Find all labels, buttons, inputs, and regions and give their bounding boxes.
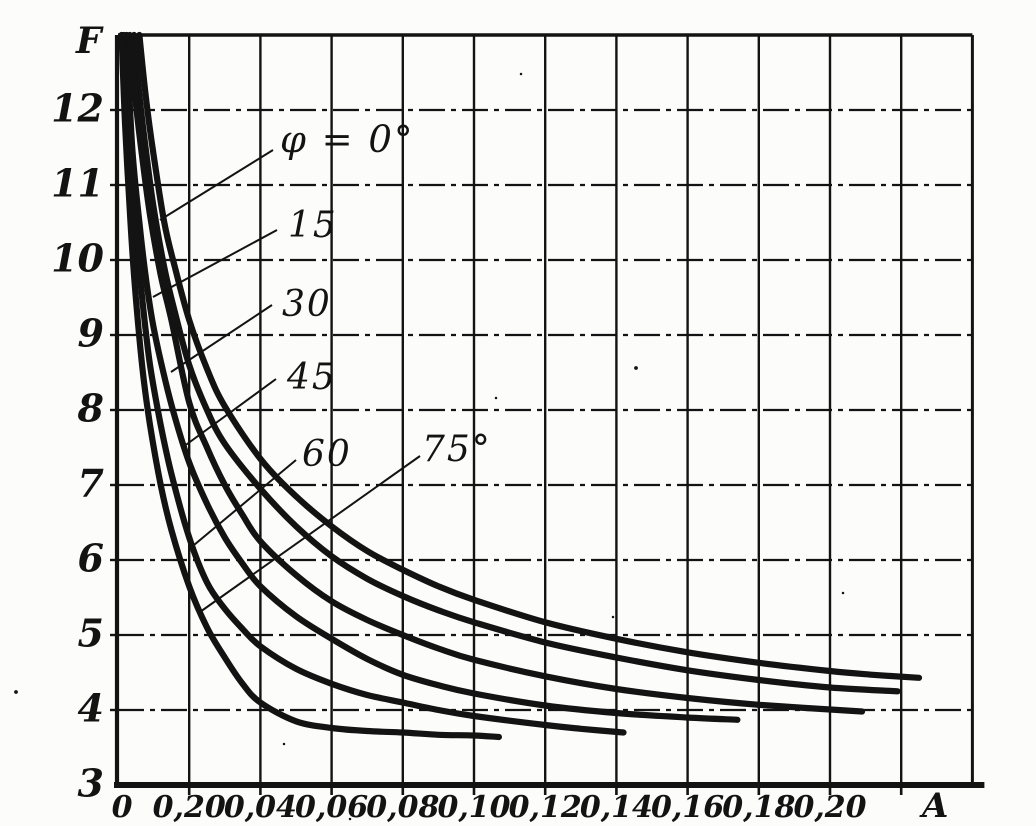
y-tick-label-9: 9 — [77, 310, 104, 356]
scan-speck — [348, 817, 352, 821]
y-tick-label-12: 12 — [51, 85, 104, 131]
leader-line-0 — [159, 149, 274, 221]
y-tick-label-5: 5 — [77, 610, 104, 656]
scan-speck — [841, 591, 845, 595]
leader-line-4 — [193, 459, 297, 546]
x-axis-title: A — [922, 786, 949, 826]
y-tick-label-3: 3 — [77, 760, 104, 806]
scan-speck — [519, 72, 523, 76]
scan-speck — [282, 742, 286, 746]
curve-label-1: 15 — [288, 205, 338, 246]
curve-phi-15 — [130, 31, 901, 695]
curve-label-3: 45 — [286, 357, 337, 398]
scan-speck — [494, 396, 498, 400]
y-tick-label-7: 7 — [77, 460, 104, 506]
curve-label-5: 75° — [422, 429, 492, 470]
scan-speck — [14, 690, 18, 694]
leader-line-1 — [152, 229, 278, 298]
x-tick-label-4: 0,08 — [366, 790, 440, 825]
leader-line-3 — [182, 378, 277, 448]
leader-line-2 — [170, 304, 273, 373]
curve-phi-60 — [120, 31, 627, 736]
curve-label-2: 30 — [282, 284, 332, 325]
x-tick-label-0: 0 — [111, 790, 133, 825]
x-tick-label-1: 0,20 — [152, 790, 226, 825]
x-tick-label-9: 0,18 — [722, 790, 796, 825]
x-tick-label-6: 0,12 — [508, 790, 582, 825]
y-tick-label-4: 4 — [77, 685, 104, 731]
x-tick-label-3: 0,06 — [295, 790, 369, 825]
y-axis-title: F — [76, 20, 102, 62]
x-tick-label-2: 0,04 — [223, 790, 297, 825]
curve-phi-75 — [118, 31, 502, 741]
scan-speck — [611, 615, 615, 619]
curve-label-0: φ = 0° — [280, 118, 414, 161]
leader-line-5 — [199, 455, 421, 613]
curve-label-4: 60 — [302, 434, 352, 475]
y-tick-label-10: 10 — [51, 235, 104, 281]
curve-phi-0 — [136, 31, 923, 681]
x-tick-label-10: 0,20 — [793, 790, 867, 825]
scan-speck — [634, 366, 638, 370]
x-tick-label-5: 0,10 — [437, 790, 511, 825]
curve-phi-30 — [126, 31, 866, 715]
x-tick-label-7: 0,14 — [579, 790, 653, 825]
curve-phi-45 — [123, 31, 741, 723]
y-tick-label-6: 6 — [77, 535, 104, 581]
y-tick-label-8: 8 — [77, 385, 104, 431]
y-tick-label-11: 11 — [51, 160, 104, 206]
x-tick-label-8: 0,16 — [651, 790, 725, 825]
